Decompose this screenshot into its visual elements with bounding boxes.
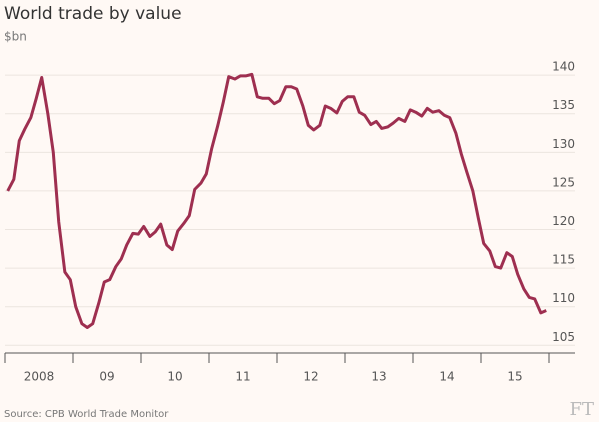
x-tick-label: 13 bbox=[371, 370, 386, 384]
logo: FT bbox=[570, 399, 595, 420]
x-tick-label: 15 bbox=[507, 370, 522, 384]
y-tick-label: 105 bbox=[552, 330, 575, 344]
y-tick-label: 120 bbox=[552, 214, 575, 228]
source: Source: CPB World Trade Monitor bbox=[4, 409, 169, 420]
x-tick-label: 2008 bbox=[24, 370, 55, 384]
x-tick-label: 11 bbox=[235, 370, 250, 384]
y-tick-label: 135 bbox=[552, 98, 575, 112]
y-tick-label: 115 bbox=[552, 253, 575, 267]
chart-title: World trade by value bbox=[4, 4, 182, 24]
x-tick-label: 12 bbox=[303, 370, 318, 384]
y-tick-label: 110 bbox=[552, 291, 575, 305]
series-line bbox=[6, 72, 547, 330]
x-tick-label: 09 bbox=[99, 370, 114, 384]
x-tick-label: 10 bbox=[167, 370, 182, 384]
y-tick-label: 140 bbox=[552, 60, 575, 74]
y-tick-label: 130 bbox=[552, 137, 575, 151]
chart-subtitle: $bn bbox=[4, 30, 27, 44]
y-tick-label: 125 bbox=[552, 175, 575, 189]
x-tick-label: 14 bbox=[439, 370, 454, 384]
